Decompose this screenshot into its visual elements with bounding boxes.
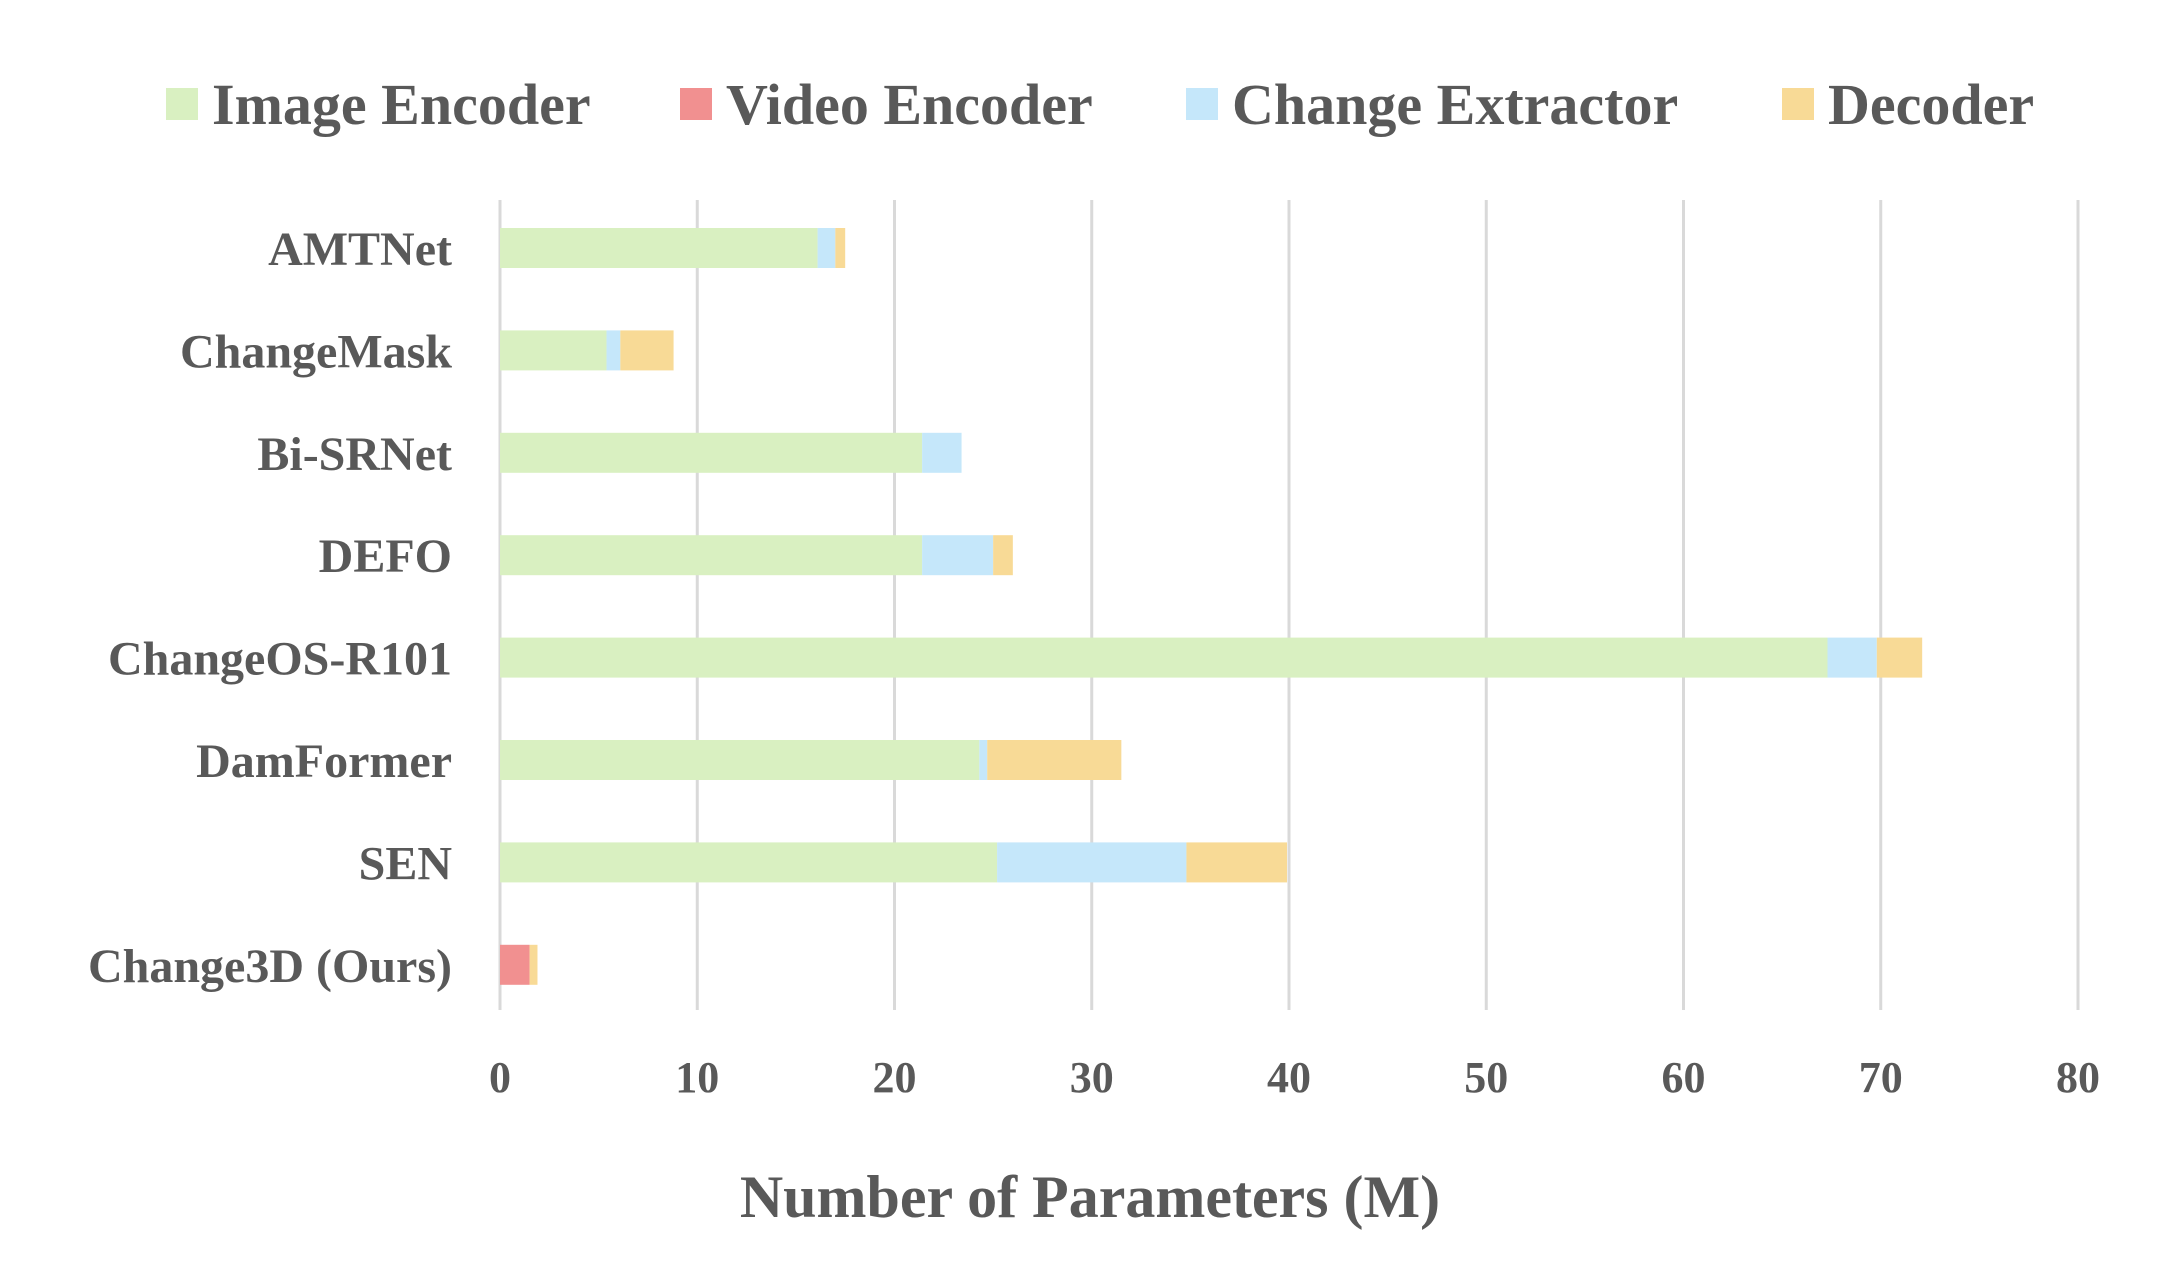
x-tick-label-20: 20 (873, 1053, 917, 1102)
bar-change3d-ours-decoder (529, 944, 538, 985)
x-tick-label-10: 10 (675, 1053, 719, 1102)
category-label-amtnet: AMTNet (268, 223, 452, 276)
bar-amtnet-change-extractor (817, 228, 836, 268)
bar-sen-change-extractor (997, 842, 1187, 883)
legend-swatch-decoder (1782, 88, 1814, 120)
legend-swatch-video-encoder (680, 88, 712, 120)
legend-swatch-image-encoder (166, 88, 198, 120)
bar-sen-image-encoder (500, 842, 998, 883)
bar-changeos-r101-change-extractor (1827, 637, 1877, 678)
category-label-changemask: ChangeMask (180, 325, 452, 378)
legend-label-change-extractor: Change Extractor (1232, 72, 1678, 137)
bar-damformer-image-encoder (500, 740, 980, 780)
x-tick-label-80: 80 (2056, 1053, 2100, 1102)
bar-amtnet-image-encoder (500, 228, 818, 268)
x-tick-label-30: 30 (1070, 1053, 1114, 1102)
category-label-defo: DEFO (319, 530, 452, 583)
bar-changeos-r101-image-encoder (500, 637, 1828, 678)
x-axis-title: Number of Parameters (M) (740, 1164, 1440, 1230)
bar-bi-srnet-change-extractor (922, 432, 962, 473)
bar-damformer-decoder (987, 740, 1122, 780)
category-label-damformer: DamFormer (196, 735, 452, 788)
bar-changemask-decoder (620, 330, 674, 371)
bar-changemask-image-encoder (500, 330, 607, 371)
legend: Image Encoder Video Encoder Change Extract… (166, 72, 2034, 137)
x-tick-label-40: 40 (1267, 1053, 1311, 1102)
bar-bi-srnet-image-encoder (500, 432, 923, 473)
x-tick-label-60: 60 (1662, 1053, 1706, 1102)
x-tick-label-0: 0 (489, 1053, 511, 1102)
legend-label-video-encoder: Video Encoder (726, 72, 1093, 137)
category-label-sen: SEN (359, 837, 453, 890)
bars (500, 228, 1923, 985)
x-tick-label-50: 50 (1464, 1053, 1508, 1102)
bar-defo-decoder (993, 535, 1013, 576)
category-label-bi-srnet: Bi-SRNet (257, 428, 452, 481)
bar-damformer-change-extractor (979, 740, 988, 780)
bar-change3d-ours-video-encoder (500, 944, 530, 985)
category-labels: AMTNet ChangeMask Bi-SRNet DEFO ChangeOS-R10… (88, 223, 452, 993)
gridlines (498, 200, 2080, 1010)
category-label-changeos-r101: ChangeOS-R101 (108, 633, 452, 686)
legend-swatch-change-extractor (1186, 88, 1218, 120)
bar-defo-image-encoder (500, 535, 923, 576)
category-label-change3d-ours: Change3D (Ours) (88, 940, 452, 993)
x-tick-labels: 0 10 20 30 40 50 60 70 80 (489, 1053, 2100, 1102)
bar-defo-change-extractor (922, 535, 994, 576)
x-tick-label-70: 70 (1859, 1053, 1903, 1102)
bar-amtnet-decoder (835, 228, 846, 268)
bar-changeos-r101-decoder (1876, 637, 1923, 678)
legend-label-image-encoder: Image Encoder (212, 72, 591, 137)
bar-changemask-change-extractor (606, 330, 621, 371)
legend-label-decoder: Decoder (1828, 72, 2034, 137)
bar-sen-decoder (1186, 842, 1288, 883)
